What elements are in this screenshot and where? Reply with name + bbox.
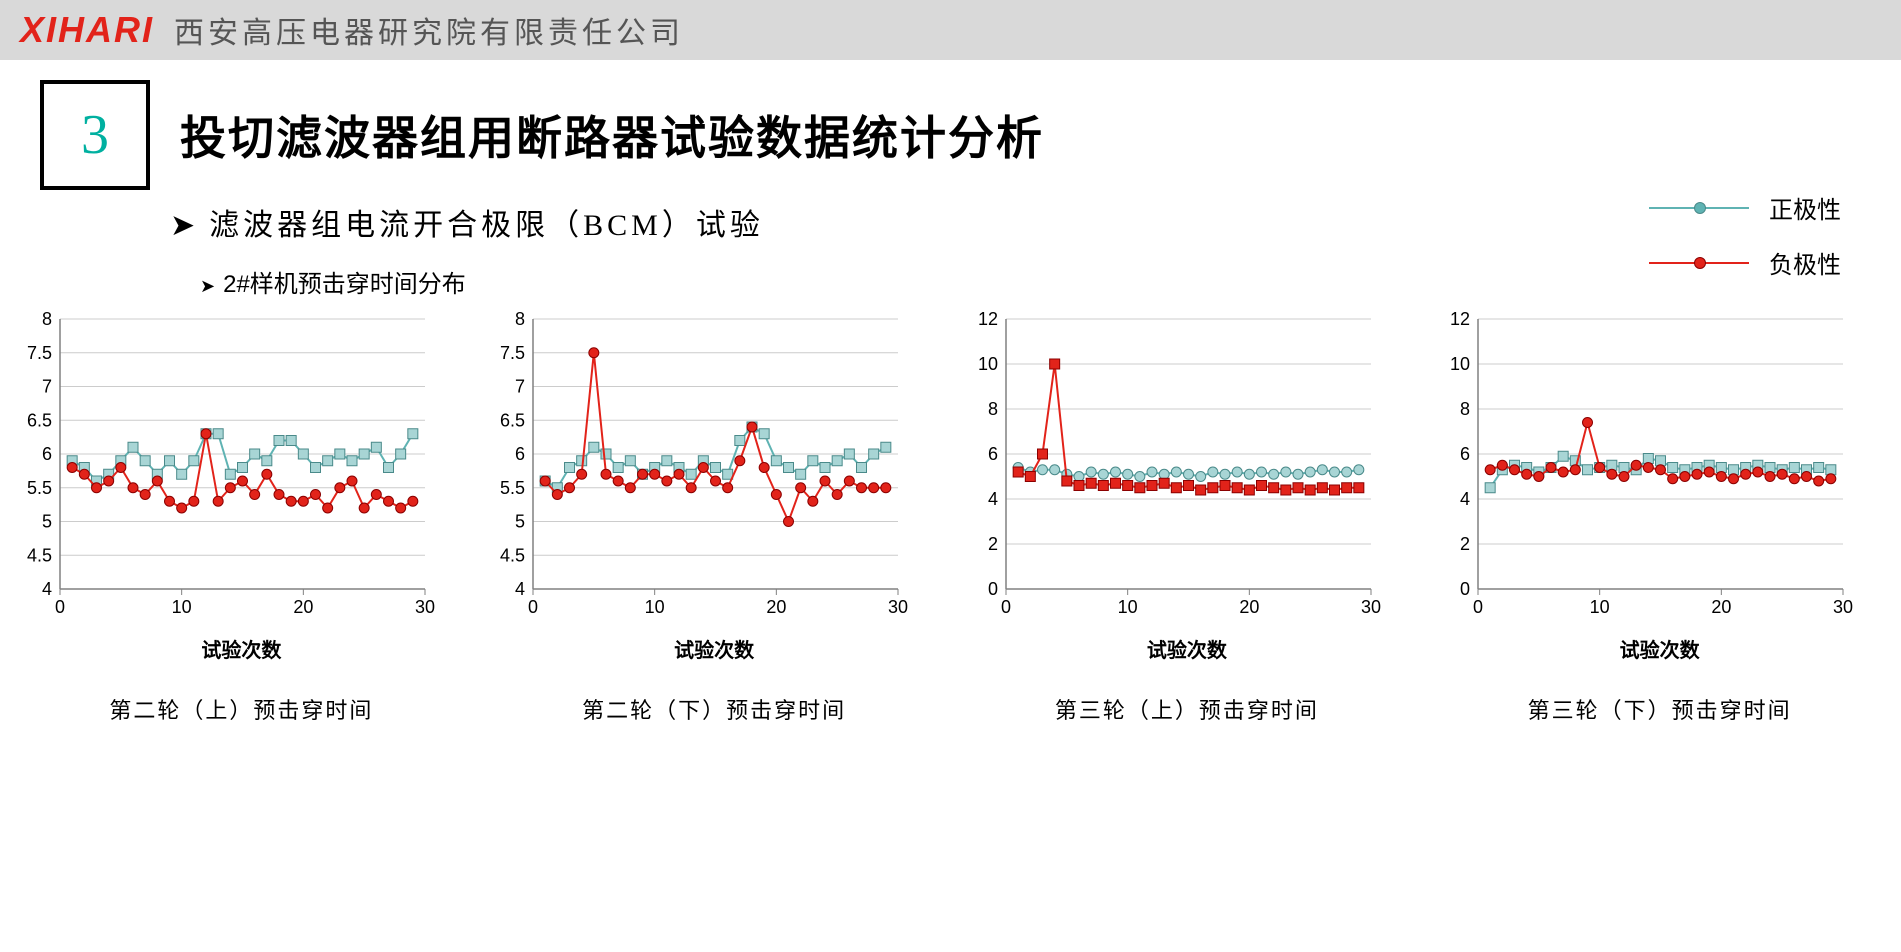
svg-text:5: 5 bbox=[515, 512, 525, 532]
legend-pos: 正极性 bbox=[1649, 190, 1841, 225]
svg-text:20: 20 bbox=[766, 597, 786, 617]
chart-container-1: 4 4.5 5 5.5 6 6.5 7 7.5 8 0 10 20 30 试验次数 第二轮（下）预击穿时… bbox=[483, 309, 946, 725]
chart-2-caption: 第三轮（上）预击穿时间 bbox=[956, 693, 1419, 725]
svg-text:8: 8 bbox=[515, 309, 525, 329]
svg-text:7.5: 7.5 bbox=[27, 343, 52, 363]
svg-text:5.5: 5.5 bbox=[27, 478, 52, 498]
svg-text:30: 30 bbox=[1833, 597, 1853, 617]
svg-text:4: 4 bbox=[1460, 489, 1470, 509]
svg-text:4: 4 bbox=[42, 579, 52, 599]
svg-text:30: 30 bbox=[415, 597, 435, 617]
svg-text:7: 7 bbox=[42, 377, 52, 397]
chart-0: 4 4.5 5 5.5 6 6.5 7 7.5 8 0 10 20 30 bbox=[10, 309, 440, 629]
svg-text:6: 6 bbox=[1460, 444, 1470, 464]
chart-3-caption: 第三轮（下）预击穿时间 bbox=[1428, 693, 1891, 725]
svg-text:8: 8 bbox=[987, 399, 997, 419]
svg-text:20: 20 bbox=[1239, 597, 1259, 617]
legend-pos-label: 正极性 bbox=[1769, 190, 1841, 225]
svg-text:7: 7 bbox=[515, 377, 525, 397]
legend-neg-marker-icon bbox=[1694, 257, 1706, 269]
legend-pos-line bbox=[1649, 207, 1749, 209]
chart-3: 0 2 4 6 8 10 12 0 10 20 30 bbox=[1428, 309, 1858, 629]
chart-1: 4 4.5 5 5.5 6 6.5 7 7.5 8 0 10 20 30 bbox=[483, 309, 913, 629]
section-number-box: 3 bbox=[40, 80, 150, 190]
svg-text:10: 10 bbox=[1590, 597, 1610, 617]
legend: 正极性 负极性 bbox=[1649, 190, 1841, 300]
svg-text:6: 6 bbox=[987, 444, 997, 464]
main-title: 投切滤波器组用断路器试验数据统计分析 bbox=[180, 102, 1044, 168]
legend-neg-label: 负极性 bbox=[1769, 245, 1841, 280]
svg-text:0: 0 bbox=[55, 597, 65, 617]
svg-text:10: 10 bbox=[172, 597, 192, 617]
chart-2-xlabel: 试验次数 bbox=[956, 634, 1419, 663]
legend-pos-marker-icon bbox=[1694, 202, 1706, 214]
svg-text:4.5: 4.5 bbox=[27, 545, 52, 565]
chart-2: 0 2 4 6 8 10 12 0 10 20 30 bbox=[956, 309, 1386, 629]
chart-container-3: 0 2 4 6 8 10 12 0 10 20 30 试验次数 第三轮（下）预击穿时间 bbox=[1428, 309, 1891, 725]
svg-text:30: 30 bbox=[1360, 597, 1380, 617]
chart-1-xlabel: 试验次数 bbox=[483, 634, 946, 663]
svg-text:8: 8 bbox=[1460, 399, 1470, 419]
svg-text:0: 0 bbox=[1460, 579, 1470, 599]
svg-text:20: 20 bbox=[1712, 597, 1732, 617]
svg-text:4: 4 bbox=[515, 579, 525, 599]
svg-text:0: 0 bbox=[1473, 597, 1483, 617]
chart-1-caption: 第二轮（下）预击穿时间 bbox=[483, 693, 946, 725]
sub-heading-2: 2#样机预击穿时间分布 bbox=[200, 264, 1901, 299]
legend-neg: 负极性 bbox=[1649, 245, 1841, 280]
svg-text:6.5: 6.5 bbox=[27, 410, 52, 430]
svg-text:8: 8 bbox=[42, 309, 52, 329]
chart-container-2: 0 2 4 6 8 10 12 0 10 20 30 试验次数 第三轮（上）预击穿时间 bbox=[956, 309, 1419, 725]
header-bar: XIHARI 西安高压电器研究院有限责任公司 bbox=[0, 0, 1901, 60]
svg-text:20: 20 bbox=[293, 597, 313, 617]
chart-0-caption: 第二轮（上）预击穿时间 bbox=[10, 693, 473, 725]
svg-text:10: 10 bbox=[1117, 597, 1137, 617]
svg-text:6.5: 6.5 bbox=[500, 410, 525, 430]
svg-text:10: 10 bbox=[644, 597, 664, 617]
svg-text:12: 12 bbox=[1450, 309, 1470, 329]
svg-text:0: 0 bbox=[987, 579, 997, 599]
title-row: 3 投切滤波器组用断路器试验数据统计分析 bbox=[40, 80, 1901, 190]
chart-container-0: 4 4.5 5 5.5 6 6.5 7 7.5 8 0 10 20 30 试验次数 第二轮（上）预击穿时… bbox=[10, 309, 473, 725]
svg-text:4.5: 4.5 bbox=[500, 545, 525, 565]
svg-text:4: 4 bbox=[987, 489, 997, 509]
sub-heading-1: 滤波器组电流开合极限（BCM）试验 bbox=[170, 200, 1901, 244]
svg-text:2: 2 bbox=[987, 534, 997, 554]
svg-text:12: 12 bbox=[977, 309, 997, 329]
svg-text:0: 0 bbox=[528, 597, 538, 617]
svg-text:2: 2 bbox=[1460, 534, 1470, 554]
svg-text:10: 10 bbox=[977, 354, 997, 374]
section-number: 3 bbox=[81, 103, 109, 167]
logo: XIHARI bbox=[20, 9, 154, 51]
svg-text:5: 5 bbox=[42, 512, 52, 532]
svg-text:5.5: 5.5 bbox=[500, 478, 525, 498]
chart-0-xlabel: 试验次数 bbox=[10, 634, 473, 663]
svg-text:0: 0 bbox=[1000, 597, 1010, 617]
svg-text:6: 6 bbox=[515, 444, 525, 464]
svg-text:6: 6 bbox=[42, 444, 52, 464]
charts-row: 44.555.566.577.580102030 试验次数 第二轮（上）预击穿时… bbox=[10, 309, 1891, 725]
company-name: 西安高压电器研究院有限责任公司 bbox=[174, 8, 684, 52]
svg-text:7.5: 7.5 bbox=[500, 343, 525, 363]
svg-text:30: 30 bbox=[888, 597, 908, 617]
svg-text:10: 10 bbox=[1450, 354, 1470, 374]
chart-3-xlabel: 试验次数 bbox=[1428, 634, 1891, 663]
legend-neg-line bbox=[1649, 262, 1749, 264]
